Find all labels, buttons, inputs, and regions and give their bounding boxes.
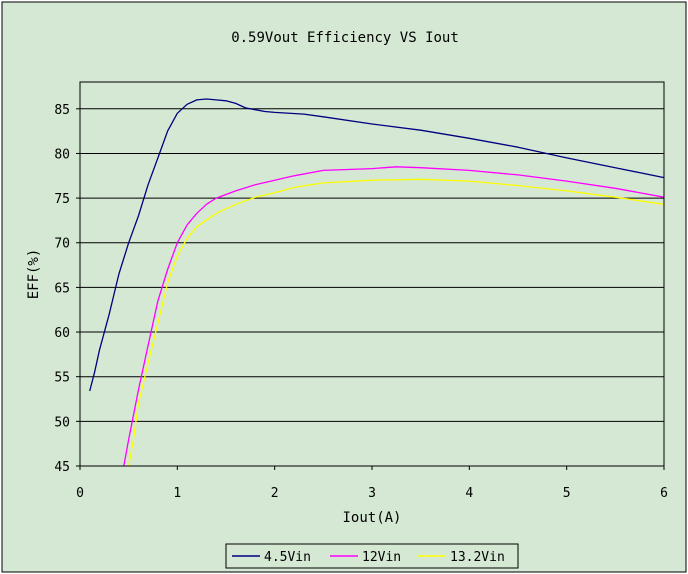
- series-line-12vin: [123, 166, 665, 467]
- series-line-4-5vin: [89, 98, 665, 392]
- legend-box: [225, 543, 519, 569]
- x-tick-label: 2: [271, 486, 279, 501]
- y-tick-label: 65: [54, 281, 70, 296]
- y-tick-label: 85: [54, 103, 70, 118]
- legend-label-12vin: 12Vin: [362, 550, 401, 565]
- x-axis: 0 1 2 3 4 5 6: [76, 466, 668, 501]
- y-axis: 45 50 55 60 65 70 75 80 85: [54, 103, 80, 475]
- y-tick-label: 80: [54, 147, 70, 162]
- x-tick-label: 1: [173, 486, 181, 501]
- x-tick-label: 5: [563, 486, 571, 501]
- x-tick-label: 4: [465, 486, 473, 501]
- y-axis-label: EFF(%): [26, 249, 42, 300]
- plot-area: [79, 81, 665, 467]
- y-tick-label: 60: [54, 326, 70, 341]
- y-tick-label: 50: [54, 415, 70, 430]
- series-lines: [89, 98, 665, 467]
- y-tick-label: 55: [54, 371, 70, 386]
- legend-label-13-2vin: 13.2Vin: [450, 550, 505, 565]
- y-tick-label: 75: [54, 192, 70, 207]
- series-line-13-2vin: [128, 178, 665, 467]
- x-tick-label: 0: [76, 486, 84, 501]
- y-tick-label: 45: [54, 460, 70, 475]
- legend-label-4-5vin: 4.5Vin: [264, 550, 311, 565]
- x-tick-label: 6: [660, 486, 668, 501]
- legend: 4.5Vin 12Vin 13.2Vin: [225, 543, 519, 569]
- y-tick-label: 70: [54, 237, 70, 252]
- chart-title: 0.59Vout Efficiency VS Iout: [231, 30, 459, 46]
- x-axis-label: Iout(A): [342, 510, 401, 526]
- x-tick-label: 3: [368, 486, 376, 501]
